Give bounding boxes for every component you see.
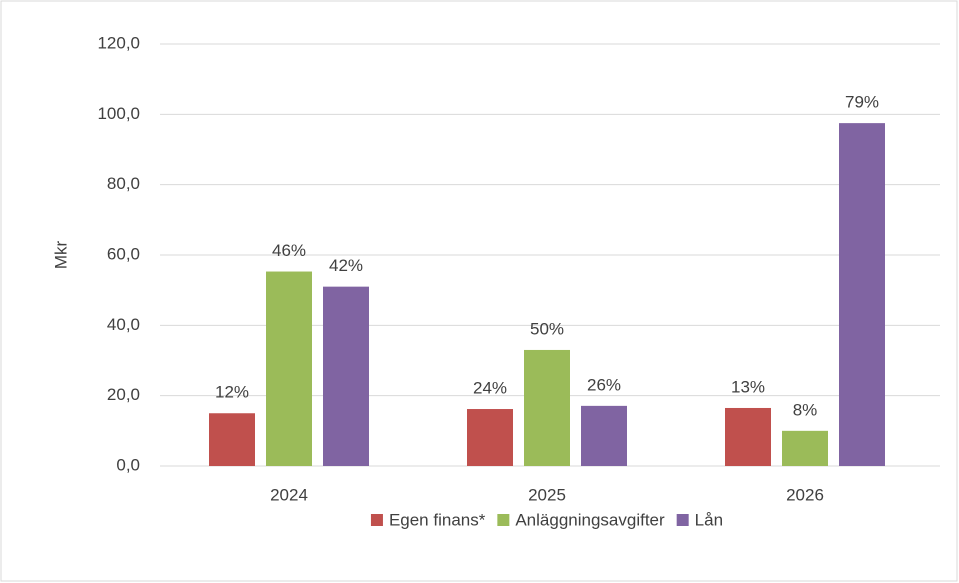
bar — [524, 349, 570, 466]
data-label: 50% — [530, 319, 564, 338]
bar — [209, 413, 255, 466]
data-label: 13% — [731, 377, 765, 396]
legend-swatch — [676, 514, 689, 526]
data-label: 46% — [272, 241, 306, 260]
data-label: 79% — [845, 93, 879, 112]
bar — [266, 271, 312, 466]
legend-label: Anläggningsavgifter — [515, 510, 665, 529]
legend-swatch — [370, 514, 383, 526]
y-tick-label: 20,0 — [107, 385, 140, 404]
bar — [839, 123, 885, 466]
legend-label: Lån — [695, 510, 723, 529]
y-tick-label: 80,0 — [107, 174, 140, 193]
data-label: 24% — [473, 379, 507, 398]
x-tick-label: 2026 — [786, 485, 824, 504]
bar — [581, 405, 627, 466]
data-label: 12% — [215, 383, 249, 402]
bar — [467, 409, 513, 466]
x-tick-label: 2024 — [270, 485, 308, 504]
data-label: 8% — [793, 400, 818, 419]
bar — [725, 407, 771, 466]
data-label: 26% — [587, 375, 621, 394]
y-tick-label: 40,0 — [107, 315, 140, 334]
y-axis-label: Mkr — [51, 241, 70, 270]
legend-label: Egen finans* — [389, 510, 486, 529]
x-tick-label: 2025 — [528, 485, 566, 504]
y-tick-label: 60,0 — [107, 244, 140, 263]
bar — [323, 286, 369, 466]
bar — [782, 430, 828, 466]
legend-swatch — [497, 514, 510, 526]
y-tick-label: 0,0 — [116, 455, 140, 474]
y-tick-label: 120,0 — [97, 33, 140, 52]
y-tick-label: 100,0 — [97, 104, 140, 123]
data-label: 42% — [329, 256, 363, 275]
